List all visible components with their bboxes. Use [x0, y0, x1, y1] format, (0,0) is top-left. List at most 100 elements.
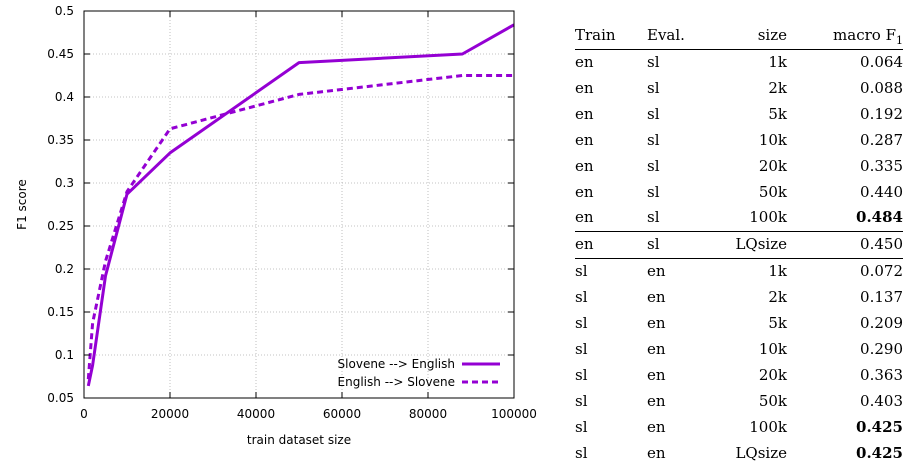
legend-label: English --> Slovene: [338, 375, 455, 389]
chart-series: [86, 23, 515, 387]
y-tick-label: 0.45: [47, 47, 74, 61]
table-row: sl en 10k 0.290: [575, 337, 903, 363]
cell-size: 2k: [768, 78, 787, 97]
table-row: en sl 10k 0.287: [575, 128, 903, 154]
cell-size: 50k: [758, 391, 787, 410]
cell-size: 100k: [749, 417, 787, 436]
header-train: Train: [575, 26, 616, 44]
x-tick-label: 60000: [323, 407, 361, 421]
cell-eval: sl: [647, 235, 660, 254]
x-tick-label: 0: [80, 407, 88, 421]
y-tick-label: 0.2: [55, 262, 74, 276]
table-row: en sl 20k 0.335: [575, 154, 903, 180]
table-row: en sl 1k 0.064: [575, 50, 903, 76]
cell-f1: 0.209: [860, 314, 903, 333]
cell-eval: en: [647, 417, 666, 436]
x-tick-label: 80000: [409, 407, 447, 421]
chart-ticks: 0.05 0.1 0.15 0.2 0.25 0.3 0.35 0.4 0.45 0.5 0 2000…: [47, 4, 537, 421]
cell-train: en: [575, 53, 594, 71]
f1-line-chart: 0.05 0.1 0.15 0.2 0.25 0.3 0.35 0.4 0.45 0.5 0 2000…: [15, 4, 537, 447]
cell-eval: en: [647, 262, 666, 281]
cell-train: sl: [575, 262, 588, 281]
cell-size: 10k: [758, 130, 787, 149]
cell-eval: sl: [647, 130, 660, 149]
header-macro-f1-subscript: 1: [896, 34, 903, 47]
cell-f1: 0.484: [856, 208, 903, 227]
cell-train: sl: [575, 391, 588, 410]
y-tick-label: 0.4: [55, 90, 74, 104]
cell-size: 5k: [768, 314, 787, 333]
cell-train: sl: [575, 443, 588, 462]
cell-size: 100k: [749, 208, 787, 227]
table-header-row: Train Eval. size macro F1: [575, 22, 903, 50]
cell-eval: en: [647, 314, 666, 333]
cell-size: 20k: [758, 365, 787, 384]
table-row: sl en 2k 0.137: [575, 285, 903, 311]
cell-size: 20k: [758, 156, 787, 175]
table-row: sl en 100k 0.425: [575, 415, 903, 441]
cell-train: en: [575, 130, 594, 149]
cell-eval: en: [647, 288, 666, 307]
y-tick-label: 0.05: [47, 391, 74, 405]
table-row: en sl 50k 0.440: [575, 180, 903, 206]
cell-train: sl: [575, 288, 588, 307]
cell-f1: 0.440: [860, 182, 903, 201]
cell-f1: 0.363: [860, 365, 903, 384]
table-row: sl en 50k 0.403: [575, 389, 903, 415]
cell-train: en: [575, 156, 594, 175]
cell-train: en: [575, 182, 594, 201]
cell-train: sl: [575, 339, 588, 358]
y-tick-label: 0.35: [47, 133, 74, 147]
header-macro-f1: macro F1: [787, 22, 903, 50]
legend-label: Slovene --> English: [338, 357, 455, 371]
cell-size: 1k: [768, 262, 787, 281]
cell-f1: 0.137: [860, 288, 903, 307]
cell-eval: sl: [647, 182, 660, 201]
y-tick-label: 0.15: [47, 305, 74, 319]
chart-legend: Slovene --> English English --> Slovene: [338, 357, 500, 389]
y-tick-label: 0.1: [55, 348, 74, 362]
table-row: en sl 100k 0.484: [575, 205, 903, 231]
cell-eval: en: [647, 365, 666, 384]
cell-size: 50k: [758, 182, 787, 201]
x-tick-label: 40000: [237, 407, 275, 421]
cell-f1: 0.425: [856, 417, 903, 436]
cell-f1: 0.450: [860, 235, 903, 254]
cell-train: sl: [575, 365, 588, 384]
header-eval: Eval.: [647, 26, 685, 44]
cell-eval: sl: [647, 53, 660, 71]
header-size: size: [757, 26, 787, 44]
cell-size: 10k: [758, 339, 787, 358]
table-body: en sl 1k 0.064 en sl 2k 0.088 en sl 5k 0.192 en sl 10k…: [575, 50, 903, 467]
cell-train: sl: [575, 417, 588, 436]
x-axis-title: train dataset size: [247, 433, 351, 447]
series-line-0: [86, 23, 515, 387]
cell-train: en: [575, 78, 594, 97]
cell-size: LQsize: [735, 443, 787, 462]
cell-f1: 0.064: [860, 53, 903, 71]
table-row: en sl LQsize 0.450: [575, 231, 903, 259]
plot-frame: [83, 10, 515, 399]
cell-size: LQsize: [735, 235, 787, 254]
cell-train: en: [575, 235, 594, 254]
cell-eval: en: [647, 391, 666, 410]
cell-f1: 0.403: [860, 391, 903, 410]
cell-f1: 0.072: [860, 262, 903, 281]
cell-size: 2k: [768, 288, 787, 307]
y-tick-label: 0.25: [47, 219, 74, 233]
cell-f1: 0.192: [860, 104, 903, 123]
y-tick-label: 0.5: [55, 4, 74, 18]
table-row: sl en 1k 0.072: [575, 258, 903, 285]
x-tick-label: 100000: [491, 407, 537, 421]
cell-f1: 0.335: [860, 156, 903, 175]
cell-eval: sl: [647, 78, 660, 97]
cell-f1: 0.287: [860, 130, 903, 149]
cell-train: en: [575, 104, 594, 123]
table-row: sl en 5k 0.209: [575, 311, 903, 337]
cell-train: sl: [575, 314, 588, 333]
cell-eval: sl: [647, 104, 660, 123]
cell-size: 1k: [768, 53, 787, 71]
chart-grid: [84, 11, 514, 398]
table-row: sl en 20k 0.363: [575, 363, 903, 389]
cell-size: 5k: [768, 104, 787, 123]
